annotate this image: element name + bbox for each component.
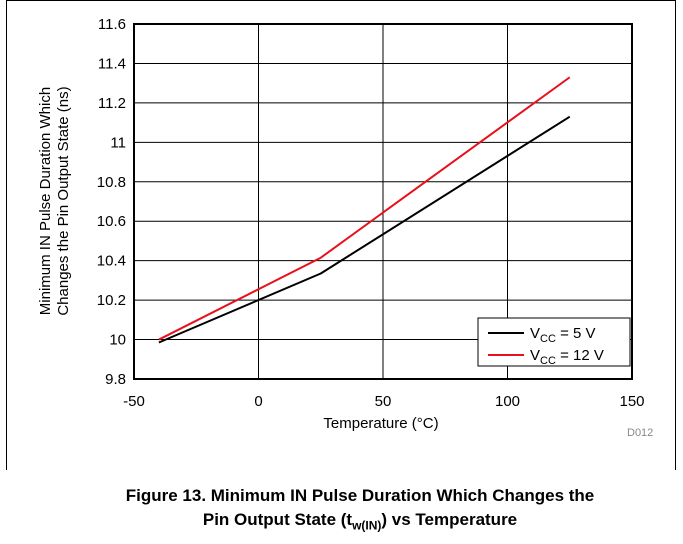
caption-line-2: Pin Output State (tw(IN)) vs Temperature [60,508,660,537]
legend-label-series-2: VCC = 12 V [530,347,604,367]
chart-series [158,76,571,344]
y-tick-labels: 9.8 10 10.2 10.4 10.6 10.8 11 11.2 11.4 11.6 [97,16,126,388]
y-tick-label: 10.2 [97,292,126,309]
caption-line-2-suffix: ) vs Temperature [381,510,518,529]
figure-caption: Figure 13. Minimum IN Pulse Duration Whi… [60,484,660,537]
x-axis-title: Temperature (°C) [323,415,438,432]
x-tick-label: 50 [375,393,392,410]
y-tick-label: 11.4 [98,55,126,72]
x-tick-label: -50 [123,393,145,410]
caption-line-2-sub: w(IN) [352,518,382,533]
series-line-1 [158,115,571,344]
y-tick-label: 10.4 [97,253,126,270]
y-tick-label: 10.8 [97,174,126,191]
y-axis-title: Minimum IN Pulse Duration Which Changes … [37,86,72,315]
y-tick-label: 10.6 [97,213,126,230]
plot-area-border [133,23,633,380]
y-tick-label: 9.8 [105,371,126,388]
chart-legend: VCC = 5 V VCC = 12 V [477,317,631,367]
x-tick-label: 0 [254,393,262,410]
x-tick-labels: -50 0 50 100 150 [123,393,644,410]
legend-box [477,317,631,367]
figure-frame [6,0,676,470]
figure-code: D012 [627,427,653,439]
caption-line-2-prefix: Pin Output State (t [202,510,353,529]
x-tick-label: 100 [495,393,520,410]
figure-top-border [6,0,676,1]
y-tick-label: 11.6 [98,16,126,33]
y-tick-label: 10 [109,332,126,349]
caption-line-1: Figure 13. Minimum IN Pulse Duration Whi… [125,486,595,505]
x-tick-label: 150 [619,393,644,410]
y-tick-label: 11.2 [98,95,126,112]
y-axis-title-line2: Changes the Pin Output State (ns) [55,86,72,315]
y-axis-title-line1: Minimum IN Pulse Duration Which [37,87,54,315]
y-tick-label: 11 [110,134,126,151]
line-chart: 9.8 10 10.2 10.4 10.6 10.8 11 11.2 11.4 11.6 -50 0… [37,16,653,439]
legend-label-series-1: VCC = 5 V [530,325,596,345]
series-line-2 [158,76,571,341]
